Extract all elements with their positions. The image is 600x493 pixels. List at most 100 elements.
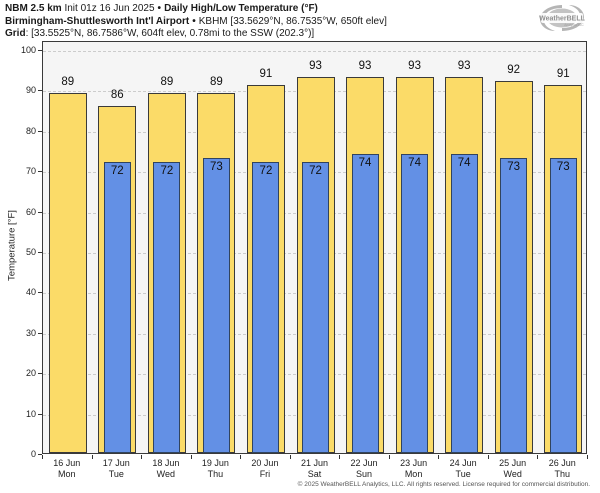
y-gridline xyxy=(43,51,586,52)
low-value-label: 72 xyxy=(110,165,124,178)
low-temp-bar: 74 xyxy=(351,154,379,453)
copyright-notice: © 2025 WeatherBELL Analytics, LLC. All r… xyxy=(297,481,590,488)
high-value-label: 93 xyxy=(309,60,322,73)
y-tick-label: 10 xyxy=(25,408,36,419)
date-label: 18 Jun xyxy=(152,458,180,468)
date-label: 16 Jun xyxy=(53,458,81,468)
x-tick-mark xyxy=(537,455,539,459)
low-value-label: 74 xyxy=(358,157,372,170)
low-temp-bar: 74 xyxy=(401,154,429,453)
high-value-label: 92 xyxy=(507,64,521,77)
weekday-label: Fri xyxy=(259,469,271,479)
logo-text: WeatherBELL xyxy=(539,16,585,23)
chart-station-line: Birmingham-Shuttlesworth Int'l Airport • K… xyxy=(5,16,387,29)
y-tick-label: 60 xyxy=(25,206,36,217)
date-label: 26 Jun xyxy=(548,458,576,468)
high-value-label: 89 xyxy=(209,76,223,89)
x-tick-label: 21 Jun Sat xyxy=(290,458,340,480)
high-temp-bar xyxy=(48,93,87,453)
high-value-label: 91 xyxy=(259,68,273,81)
x-tick-label: 17 Jun Tue xyxy=(92,458,142,480)
x-tick-label: 19 Jun Thu xyxy=(191,458,241,480)
grid-value: : [33.5525°N, 86.7586°W, 604ft elev, 0.7… xyxy=(25,28,315,39)
station-name: Birmingham-Shuttlesworth Int'l Airport xyxy=(5,15,190,27)
chart-title-line: NBM 2.5 km Init 01z 16 Jun 2025 • Daily Hi… xyxy=(5,3,387,16)
y-tick-mark xyxy=(38,171,42,173)
weatherbell-logo: WeatherBELL Analytics LLC xyxy=(539,5,586,31)
low-value-label: 72 xyxy=(259,165,273,178)
low-temp-bar: 73 xyxy=(202,158,230,453)
low-temp-bar: 74 xyxy=(450,154,478,453)
x-tick-mark xyxy=(438,455,440,459)
y-tick-label: 70 xyxy=(25,166,36,177)
low-temp-bar: 73 xyxy=(500,158,528,453)
high-value-label: 93 xyxy=(457,60,471,73)
y-tick-label: 40 xyxy=(25,287,36,298)
bullet-separator: • xyxy=(192,15,196,27)
init-time: Init 01z 16 Jun 2025 xyxy=(64,3,155,14)
weekday-label: Thu xyxy=(554,469,570,479)
x-tick-mark xyxy=(240,455,242,459)
x-tick-label: 20 Jun Fri xyxy=(240,458,290,480)
y-tick-label: 100 xyxy=(20,45,36,55)
low-temp-bar: 72 xyxy=(252,162,280,453)
weekday-label: Thu xyxy=(207,469,224,479)
bullet-separator: • xyxy=(157,3,162,14)
low-value-label: 73 xyxy=(507,161,521,174)
weekday-label: Tue xyxy=(455,469,471,479)
x-tick-mark xyxy=(190,455,192,459)
weekday-label: Sat xyxy=(307,469,322,479)
weekday-label: Wed xyxy=(156,469,176,479)
y-tick-mark xyxy=(38,50,42,51)
y-tick-label: 20 xyxy=(25,368,36,379)
date-label: 22 Jun xyxy=(350,458,378,468)
date-label: 25 Jun xyxy=(499,458,527,468)
x-tick-mark xyxy=(587,455,588,459)
high-value-label: 86 xyxy=(110,88,124,101)
low-value-label: 73 xyxy=(210,161,223,174)
y-tick-mark xyxy=(38,413,42,415)
x-tick-label: 18 Jun Wed xyxy=(141,458,191,480)
y-tick-mark xyxy=(38,454,42,455)
chart-header: NBM 2.5 km Init 01z 16 Jun 2025 • Daily Hi… xyxy=(5,3,387,41)
x-tick-label: 16 Jun Mon xyxy=(42,458,92,480)
y-tick-label: 90 xyxy=(25,85,36,96)
weekday-label: Mon xyxy=(58,469,76,479)
date-label: 24 Jun xyxy=(449,458,477,468)
y-tick-mark xyxy=(38,373,42,375)
y-tick-mark xyxy=(38,211,42,213)
y-tick-label: 80 xyxy=(25,125,36,136)
y-tick-label: 50 xyxy=(25,247,36,257)
weekday-label: Tue xyxy=(108,469,124,479)
x-tick-label: 22 Jun Sun xyxy=(339,458,389,480)
date-label: 20 Jun xyxy=(251,458,279,468)
x-tick-mark xyxy=(388,455,390,459)
low-value-label: 73 xyxy=(556,161,570,174)
low-value-label: 74 xyxy=(457,157,471,170)
x-tick-mark xyxy=(141,455,143,459)
high-value-label: 93 xyxy=(408,60,421,73)
weekday-label: Sun xyxy=(356,469,373,479)
high-value-label: 89 xyxy=(61,76,75,89)
date-label: 17 Jun xyxy=(102,458,130,468)
y-tick-label: 30 xyxy=(25,327,36,338)
x-tick-mark xyxy=(339,455,341,459)
low-temp-bar: 73 xyxy=(549,158,577,453)
high-value-label: 89 xyxy=(160,76,174,89)
weekday-label: Mon xyxy=(404,469,423,479)
x-tick-mark xyxy=(289,455,291,459)
y-tick-mark xyxy=(38,332,42,334)
x-tick-mark xyxy=(91,455,93,459)
plot-area: 89 86 72 89 72 89 73 91 72 93 72 93 74 93 74 93 74 92 73 91… xyxy=(42,41,587,454)
date-label: 21 Jun xyxy=(300,458,328,468)
date-label: 23 Jun xyxy=(400,458,428,468)
x-tick-label: 25 Jun Wed xyxy=(488,458,538,480)
product-name: Daily High/Low Temperature (°F) xyxy=(164,3,318,14)
high-value-label: 93 xyxy=(358,60,372,73)
y-tick-mark xyxy=(38,130,42,132)
grid-label: Grid xyxy=(5,28,26,39)
date-label: 19 Jun xyxy=(201,458,229,468)
x-tick-label: 24 Jun Tue xyxy=(438,458,488,480)
station-meta: KBHM [33.5629°N, 86.7535°W, 650ft elev] xyxy=(198,15,387,27)
y-tick-label: 0 xyxy=(30,449,36,459)
